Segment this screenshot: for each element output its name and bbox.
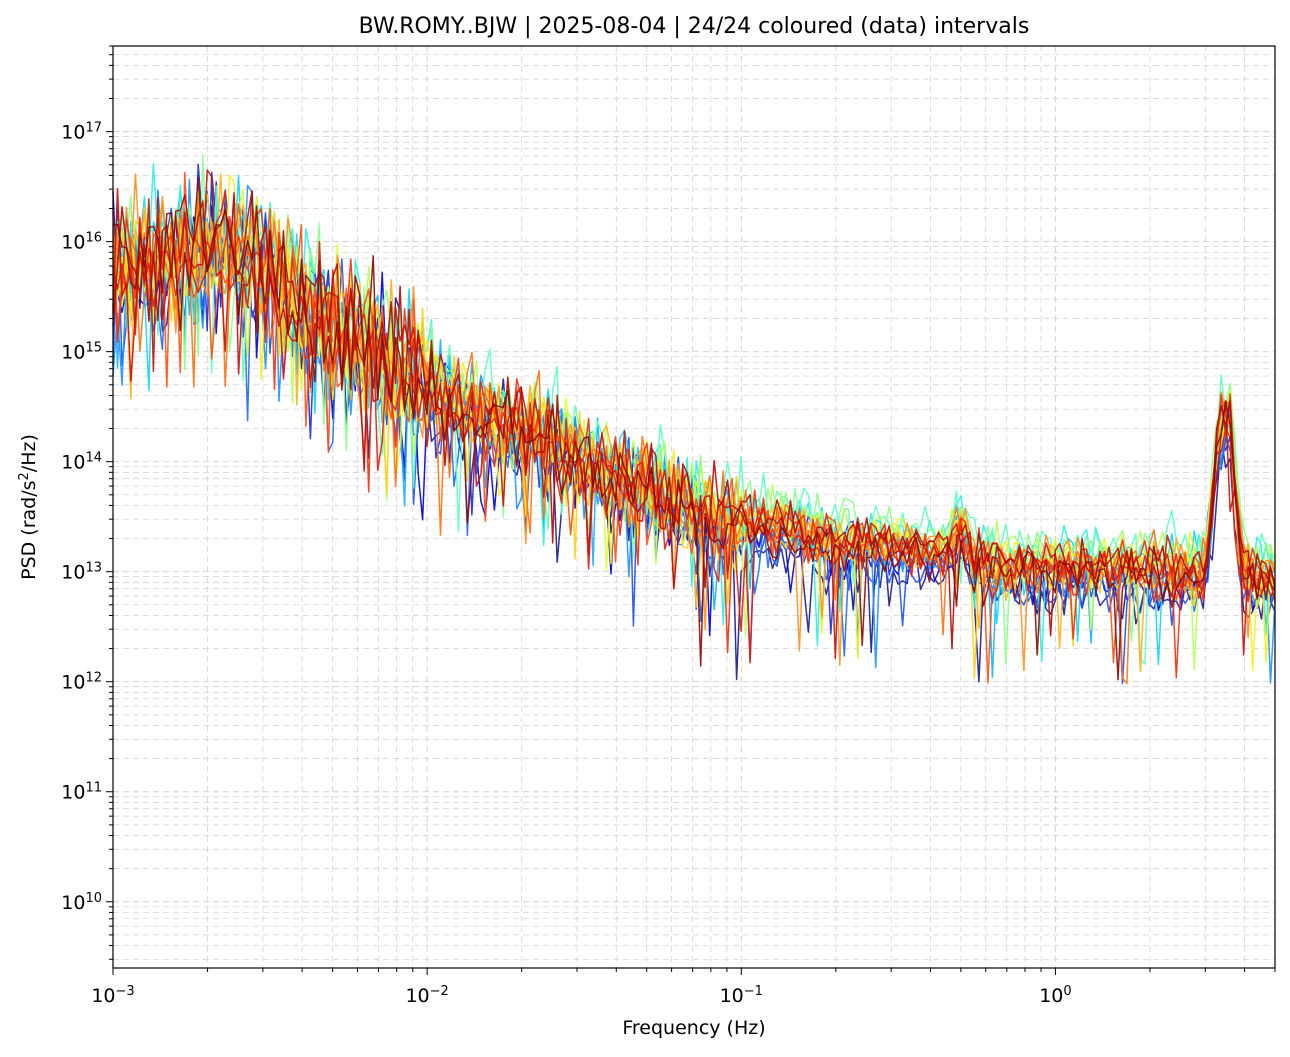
- y-tick-label: 1013: [61, 560, 102, 584]
- y-tick-label: 1017: [61, 120, 102, 144]
- psd-series-line: [112, 190, 1276, 650]
- y-tick-label: 1010: [61, 890, 102, 914]
- psd-series-line: [112, 171, 1276, 684]
- series-layer: [112, 154, 1276, 685]
- y-tick-label: 1014: [61, 450, 102, 474]
- tick-layer: 10−3 10−2 10−1 100 1010 1011 1012 1013 1014 1015 1…: [61, 45, 1276, 1008]
- plot-frame: [112, 45, 1276, 969]
- y-tick-label: 1012: [61, 670, 102, 694]
- y-tick-label: 1015: [61, 340, 102, 364]
- x-tick-label: 10−2: [405, 984, 448, 1008]
- x-tick-label: 100: [1039, 984, 1071, 1008]
- x-tick-label: 10−1: [720, 984, 763, 1008]
- y-tick-label: 1016: [61, 230, 102, 254]
- y-tick-label: 1011: [61, 780, 102, 804]
- x-tick-label: 10−3: [91, 984, 134, 1008]
- x-axis-label: Frequency (Hz): [622, 1017, 765, 1039]
- chart-title: BW.ROMY..BJW | 2025-08-04 | 24/24 colour…: [359, 14, 1030, 39]
- y-axis-label: PSD (rad/s2/Hz): [17, 434, 41, 580]
- psd-series-line: [112, 176, 1276, 681]
